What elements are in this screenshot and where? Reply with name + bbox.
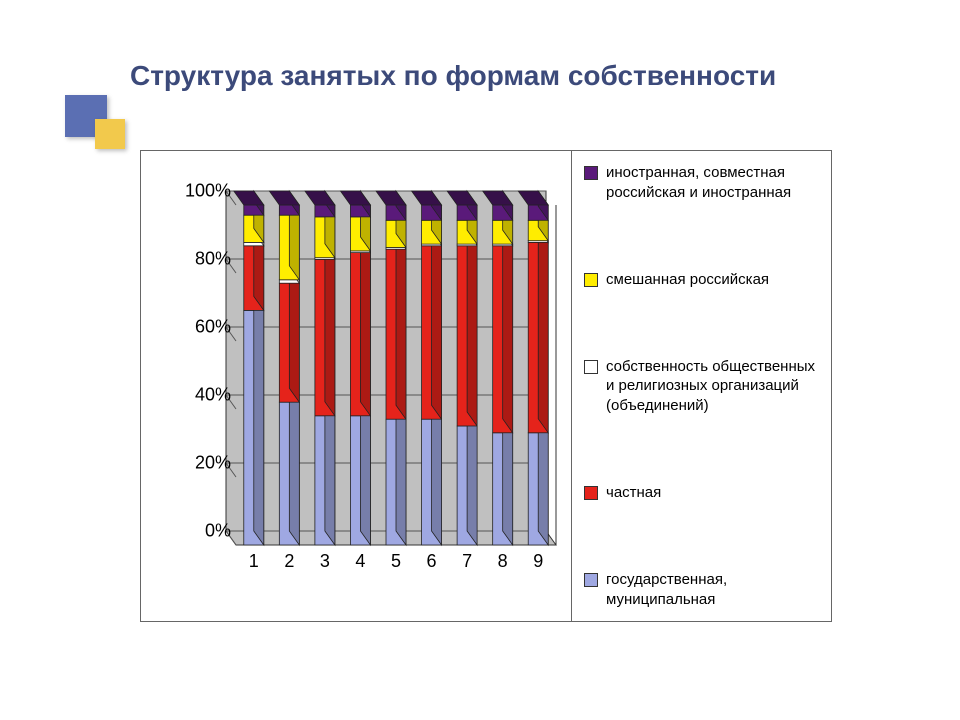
legend-item: собственность общественных и религиозных… xyxy=(584,357,821,416)
legend-label: частная xyxy=(606,483,661,503)
chart-legend: иностранная, совместная российская и ино… xyxy=(571,151,831,621)
x-tick-label: 8 xyxy=(488,551,518,572)
chart-plot-area: 0% 20% 40% 60% 80% 100% 123456789 xyxy=(141,151,571,621)
legend-swatch xyxy=(584,273,598,287)
slide-title: Структура занятых по формам собственност… xyxy=(130,60,776,92)
y-tick-label: 80% xyxy=(171,249,231,270)
slide-decoration xyxy=(65,95,135,165)
x-tick-label: 5 xyxy=(381,551,411,572)
legend-item: частная xyxy=(584,483,821,503)
chart-frame: 0% 20% 40% 60% 80% 100% 123456789 иностранная… xyxy=(140,150,832,622)
legend-label: собственность общественных и религиозных… xyxy=(606,357,821,416)
legend-swatch xyxy=(584,166,598,180)
y-tick-label: 60% xyxy=(171,317,231,338)
x-tick-label: 3 xyxy=(310,551,340,572)
legend-swatch xyxy=(584,360,598,374)
legend-swatch xyxy=(584,573,598,587)
legend-label: иностранная, совместная российская и ино… xyxy=(606,163,821,202)
x-tick-label: 2 xyxy=(274,551,304,572)
y-tick-label: 0% xyxy=(171,521,231,542)
x-tick-label: 6 xyxy=(417,551,447,572)
legend-label: государственная, муниципальная xyxy=(606,570,821,609)
x-tick-label: 9 xyxy=(523,551,553,572)
x-tick-label: 7 xyxy=(452,551,482,572)
x-tick-label: 1 xyxy=(239,551,269,572)
legend-item: смешанная российская xyxy=(584,270,821,290)
legend-label: смешанная российская xyxy=(606,270,769,290)
legend-item: иностранная, совместная российская и ино… xyxy=(584,163,821,202)
y-tick-label: 100% xyxy=(171,181,231,202)
legend-item: государственная, муниципальная xyxy=(584,570,821,609)
x-tick-label: 4 xyxy=(345,551,375,572)
legend-swatch xyxy=(584,486,598,500)
y-tick-label: 40% xyxy=(171,385,231,406)
y-tick-label: 20% xyxy=(171,453,231,474)
